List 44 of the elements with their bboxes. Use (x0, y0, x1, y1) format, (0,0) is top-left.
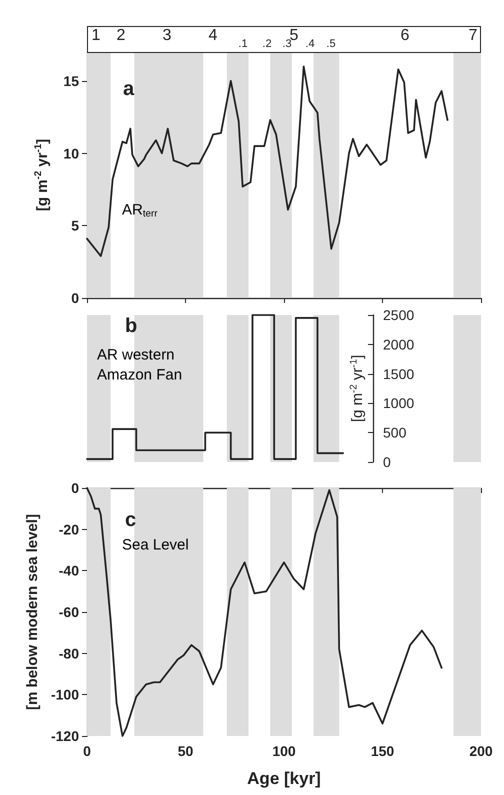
x-tick-label: 150 (370, 743, 394, 759)
text: .5 (326, 38, 336, 50)
y-tick-label: 0 (71, 480, 80, 496)
text: .2 (262, 38, 272, 50)
y-tick-label: -80 (58, 645, 80, 662)
text: 2 (116, 27, 126, 45)
y-tick-label: -60 (58, 604, 80, 620)
y-tick-label: 2500 (383, 307, 414, 323)
line-series (86, 66, 448, 257)
y-tick-label: -100 (50, 686, 80, 703)
y-tick-label: -20 (58, 521, 80, 538)
series-label: Sea Level (122, 536, 189, 554)
y-axis-title: [g m-2 yr-1] (33, 138, 51, 212)
text: 7 (468, 27, 478, 45)
chart-title: b (125, 315, 138, 337)
y-tick-label: 1000 (383, 395, 414, 412)
y-tick-label: -40 (58, 562, 80, 579)
text: .3 (282, 38, 292, 50)
y-axis-title: [m below modern sea level] (24, 514, 42, 710)
x-tick-label: 50 (178, 743, 194, 759)
text: AR western Amazon Fan (97, 346, 182, 384)
y-tick-label: 15 (63, 72, 80, 89)
text: 3 (162, 27, 172, 45)
y-tick-label: 5 (71, 218, 80, 234)
text: c (125, 509, 136, 531)
text: 1 (92, 27, 100, 45)
text: 5 (290, 27, 298, 44)
x-axis-title: Age [kyr] (247, 769, 321, 788)
y-tick-label: 0 (71, 290, 80, 306)
x-tick-label: 100 (272, 743, 296, 759)
x-tick-label: 200 (469, 743, 493, 759)
text: 4 (208, 27, 218, 45)
text: .1 (238, 38, 248, 50)
text: 6 (400, 27, 410, 45)
text: .4 (305, 38, 315, 50)
y-tick-label: 10 (63, 145, 80, 162)
y-tick-label: 2000 (383, 336, 414, 352)
y-tick-label: 0 (383, 454, 391, 470)
text: a (123, 78, 135, 100)
y-tick-label: 1500 (383, 366, 414, 382)
x-tick-label: 0 (83, 743, 92, 759)
y-axis-title: [g m-2 yr-1] (348, 354, 366, 422)
y-tick-label: 500 (383, 424, 407, 441)
y-tick-label: -120 (50, 728, 80, 744)
